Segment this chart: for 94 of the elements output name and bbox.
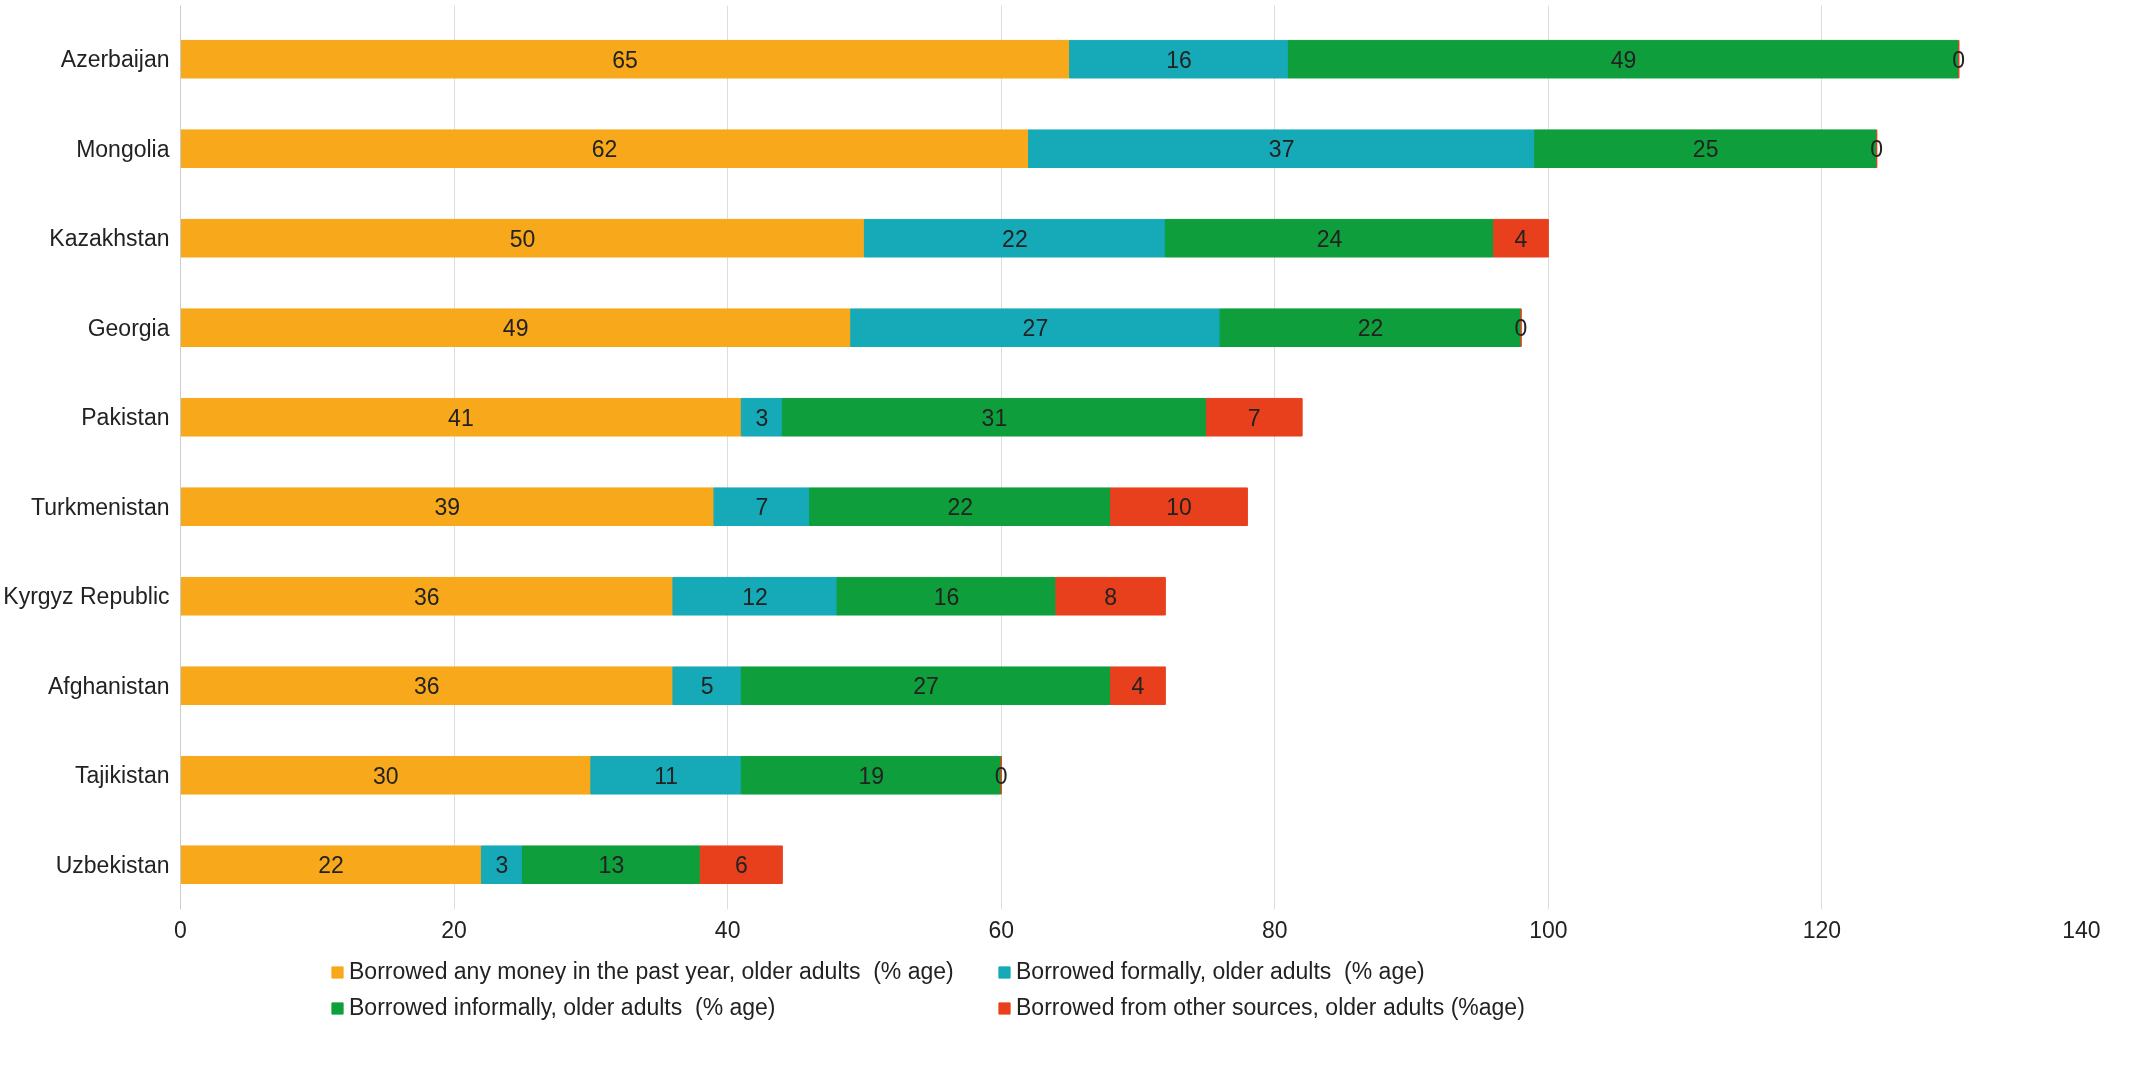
x-tick-label: 60 xyxy=(988,916,1015,943)
bar xyxy=(672,666,742,706)
y-tick-label: Afghanistan xyxy=(48,672,170,699)
bar xyxy=(672,576,838,616)
bar xyxy=(1069,39,1289,79)
bar xyxy=(1493,218,1549,258)
data-label: 0 xyxy=(1514,315,1528,342)
bar xyxy=(740,666,1112,706)
data-label: 5 xyxy=(700,673,714,700)
data-label: 3 xyxy=(495,852,509,879)
bar xyxy=(590,755,742,795)
bar xyxy=(836,576,1057,616)
bar xyxy=(180,218,865,258)
bar xyxy=(850,308,1221,348)
data-label: 0 xyxy=(1870,136,1884,163)
y-tick-label: Azerbaijan xyxy=(60,46,170,73)
bar xyxy=(699,845,783,885)
bar xyxy=(1110,487,1248,527)
data-label: 8 xyxy=(1104,583,1118,610)
data-label: 7 xyxy=(1247,404,1261,431)
y-tick-label: Turkmenistan xyxy=(31,493,170,520)
data-label: 22 xyxy=(1357,315,1384,342)
legend-label: Borrowed from other sources, older adults (%age) xyxy=(1016,994,1526,1021)
bar xyxy=(1028,129,1536,168)
y-tick-label: Kazakhstan xyxy=(49,225,170,252)
data-label: 22 xyxy=(1002,225,1028,252)
data-label: 27 xyxy=(1022,315,1049,342)
bar xyxy=(180,845,482,885)
legend-label: Borrowed formally, older adults (% age) xyxy=(1016,958,1426,985)
x-tick-label: 140 xyxy=(2062,916,2101,943)
data-label: 11 xyxy=(654,762,679,789)
data-label: 4 xyxy=(1131,673,1145,700)
data-label: 41 xyxy=(448,404,474,431)
bar xyxy=(1055,576,1166,616)
bar xyxy=(1164,218,1495,258)
x-tick-label: 120 xyxy=(1802,916,1842,943)
data-label: 3 xyxy=(755,404,769,431)
data-label: 27 xyxy=(913,673,939,700)
bar xyxy=(480,845,523,885)
bar xyxy=(180,755,592,795)
y-tick-label: Kyrgyz Republic xyxy=(3,583,170,610)
data-label: 0 xyxy=(994,762,1008,789)
data-label: 49 xyxy=(1610,46,1637,73)
legend-label: Borrowed informally, older adults (% age) xyxy=(349,994,777,1021)
data-label: 6 xyxy=(734,852,748,879)
data-label: 16 xyxy=(933,583,960,610)
bar xyxy=(180,39,1071,79)
data-label: 65 xyxy=(612,46,638,73)
bar xyxy=(180,487,715,527)
bar xyxy=(180,397,742,437)
bar xyxy=(1205,397,1303,437)
bar xyxy=(180,666,674,706)
x-tick-label: 0 xyxy=(174,916,187,943)
x-tick-label: 80 xyxy=(1261,916,1288,943)
data-label: 39 xyxy=(434,494,461,521)
y-tick-label: Tajikistan xyxy=(74,762,170,789)
x-tick-label: 40 xyxy=(714,916,741,943)
data-label: 37 xyxy=(1268,136,1295,163)
data-label: 50 xyxy=(509,225,536,252)
x-tick-label: 100 xyxy=(1529,916,1568,943)
data-label: 22 xyxy=(318,852,344,879)
data-label: 13 xyxy=(598,852,625,879)
bar xyxy=(180,576,674,616)
data-label: 19 xyxy=(858,762,885,789)
data-label: 7 xyxy=(755,494,769,521)
bar xyxy=(713,487,811,527)
y-tick-label: Georgia xyxy=(87,314,170,341)
bar xyxy=(863,218,1166,258)
data-label: 10 xyxy=(1166,494,1192,521)
legend-label: Borrowed any money in the past year, older adults (% age) xyxy=(349,958,955,985)
data-label: 12 xyxy=(742,583,768,610)
data-label: 24 xyxy=(1316,225,1343,252)
bar xyxy=(521,845,701,885)
data-label: 16 xyxy=(1166,46,1192,73)
y-tick-label: Uzbekistan xyxy=(55,851,170,878)
y-tick-label: Mongolia xyxy=(76,135,170,162)
data-label: 30 xyxy=(372,762,399,789)
bar xyxy=(809,487,1112,527)
data-label: 0 xyxy=(1952,46,1966,73)
data-label: 36 xyxy=(413,583,440,610)
data-label: 62 xyxy=(591,136,618,163)
bar xyxy=(740,397,783,437)
data-label: 4 xyxy=(1514,225,1528,252)
bar xyxy=(1110,666,1166,706)
bar xyxy=(781,397,1207,437)
data-label: 49 xyxy=(502,315,529,342)
x-tick-label: 20 xyxy=(441,916,467,943)
y-tick-label: Pakistan xyxy=(81,404,170,431)
bar xyxy=(180,129,1030,168)
data-label: 22 xyxy=(947,494,973,521)
data-label: 31 xyxy=(981,404,1008,431)
data-label: 25 xyxy=(1692,136,1719,163)
data-label: 36 xyxy=(413,673,440,700)
bar xyxy=(180,308,852,348)
